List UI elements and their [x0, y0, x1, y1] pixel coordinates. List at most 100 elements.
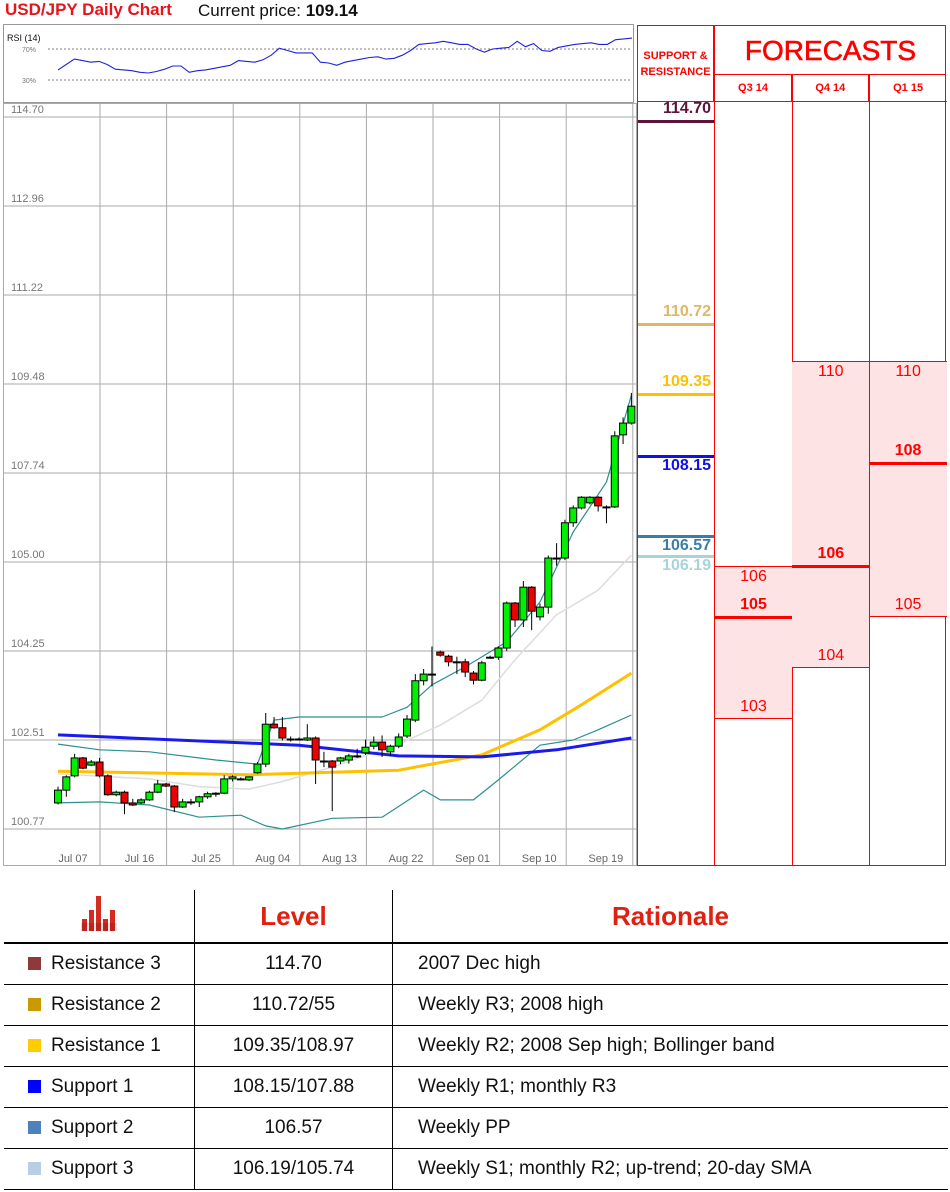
- candle: [270, 717, 279, 729]
- candle: [294, 737, 303, 741]
- candle-body: [95, 761, 104, 777]
- candle: [394, 733, 403, 749]
- level-name: Support 1: [51, 1076, 134, 1097]
- forecast-central-line: [869, 462, 947, 466]
- candle: [427, 646, 436, 687]
- candle: [527, 586, 536, 631]
- level-name: Support 3: [51, 1158, 134, 1179]
- candle: [128, 798, 137, 806]
- quarter-header: Q4 14: [792, 75, 870, 102]
- table-row: Resistance 1 109.35/108.97 Weekly R2; 2008…: [4, 1025, 948, 1067]
- candle: [170, 785, 179, 813]
- support-resistance-column: 114.70 110.72 109.35 108.15 106.57 106.19: [638, 26, 715, 865]
- y-tick-label: 114.70: [11, 104, 44, 116]
- candle: [552, 543, 561, 566]
- candle-body: [328, 760, 337, 768]
- candle: [336, 756, 345, 765]
- level-value: 110.72: [662, 303, 711, 321]
- candle-body: [112, 791, 121, 796]
- forecast-range: [715, 565, 792, 719]
- candle: [120, 790, 129, 815]
- candle: [403, 714, 412, 738]
- level-name-cell: Resistance 2: [4, 984, 195, 1026]
- candle-body: [494, 647, 503, 658]
- y-tick-label: 109.48: [11, 371, 45, 383]
- candle-body: [270, 723, 279, 729]
- candle: [502, 601, 511, 652]
- forecast-central-line: [792, 564, 870, 568]
- forecast-mid: 105: [740, 595, 767, 613]
- candle-body: [178, 801, 187, 808]
- level-name-cell: Resistance 3: [4, 943, 195, 985]
- x-tick-label: Aug 04: [255, 853, 290, 865]
- candle-body: [153, 783, 162, 793]
- candle-body: [369, 741, 378, 747]
- y-tick-label: 112.96: [11, 193, 44, 205]
- candle: [602, 505, 611, 524]
- forecast-high: 110: [818, 363, 844, 381]
- candle-body: [70, 757, 79, 777]
- candle: [220, 775, 229, 795]
- candle: [153, 779, 162, 794]
- level-name-cell: Support 3: [4, 1148, 195, 1190]
- candle: [594, 496, 603, 512]
- color-swatch: [28, 957, 41, 970]
- candle-body: [610, 435, 619, 508]
- candle-body: [170, 785, 179, 808]
- chart-title: USD/JPY Daily Chart: [5, 0, 172, 19]
- forecast-mid: 106: [817, 544, 845, 562]
- candle: [344, 753, 353, 764]
- candle-body: [261, 723, 270, 765]
- candle-body: [552, 557, 561, 560]
- color-swatch: [28, 1080, 41, 1093]
- candle-body: [569, 507, 578, 524]
- candle-body: [386, 745, 395, 753]
- candle-body: [137, 799, 146, 804]
- candle-body: [78, 757, 87, 769]
- y-tick-label: 111.22: [11, 282, 43, 294]
- candle-body: [253, 763, 262, 774]
- rsi-label: RSI (14): [7, 33, 41, 43]
- level-value: 108.15: [662, 456, 711, 474]
- candle: [386, 744, 395, 756]
- level-name-cell: Support 1: [4, 1066, 195, 1108]
- levels-table: Level Rationale Resistance 3 114.70 2007 D…: [4, 890, 948, 1190]
- table-row: Support 2 106.57 Weekly PP: [4, 1107, 948, 1149]
- level-value: 106.19: [662, 556, 711, 574]
- candle-body: [511, 602, 520, 621]
- candle-body: [585, 496, 594, 504]
- level-line: [638, 119, 714, 123]
- level-line: [638, 323, 714, 327]
- color-swatch: [28, 998, 41, 1011]
- candle: [444, 654, 453, 667]
- level-header: Level: [194, 890, 393, 944]
- level-name: Resistance 2: [51, 994, 161, 1015]
- candle-body: [486, 656, 495, 659]
- candle: [328, 759, 337, 812]
- level-name: Support 2: [51, 1117, 134, 1138]
- level-name: Resistance 3: [51, 953, 161, 974]
- current-price: Current price: 109.14: [198, 1, 358, 21]
- rationale: Weekly S1; monthly R2; up-trend; 20-day …: [392, 1148, 948, 1190]
- candle-body: [120, 791, 129, 804]
- forecast-range: [869, 361, 947, 617]
- candle: [278, 717, 287, 741]
- candle: [303, 724, 312, 742]
- candle-body: [245, 776, 254, 781]
- candle: [486, 655, 495, 659]
- candle-body: [344, 755, 353, 761]
- table-row: Support 1 108.15/107.88 Weekly R1; monthly…: [4, 1066, 948, 1108]
- forecast-low: 103: [740, 697, 767, 715]
- candle-body: [228, 776, 237, 780]
- candle: [95, 757, 104, 778]
- candle-body: [378, 741, 387, 751]
- candle-body: [87, 761, 96, 766]
- current-price-value: 109.14: [305, 1, 358, 20]
- y-tick-label: 105.00: [11, 549, 45, 561]
- level-value: 106.57: [662, 537, 711, 555]
- candle-body: [128, 802, 137, 806]
- candle-body: [411, 680, 420, 721]
- candle: [353, 748, 362, 758]
- candle-body: [278, 727, 287, 739]
- level-value: 114.70: [662, 99, 711, 117]
